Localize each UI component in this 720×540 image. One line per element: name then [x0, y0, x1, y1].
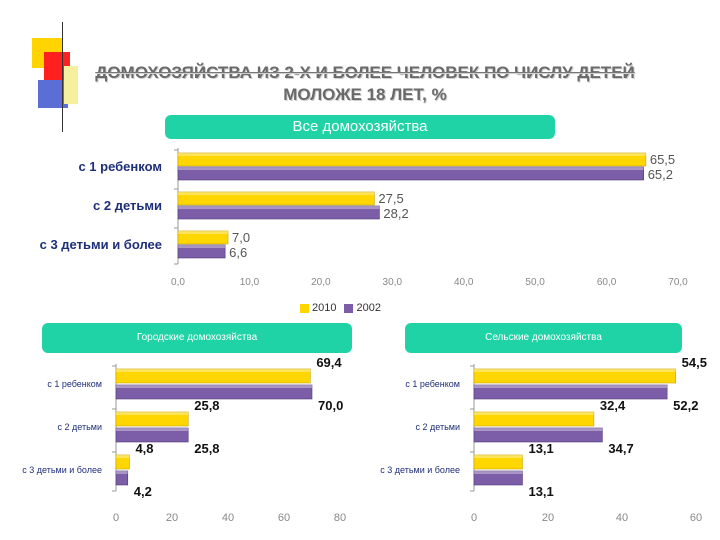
deco-vertical-line — [62, 22, 63, 132]
page-title: ДОМОХОЗЯЙСТВА ИЗ 2-Х И БОЛЕЕ ЧЕЛОВЕК ПО … — [30, 62, 700, 106]
banner-urban-households: Городские домохозяйства — [42, 323, 352, 353]
deco-blue-square — [38, 80, 68, 108]
chart-2-bar-2002-с-2-детьми — [473, 427, 603, 443]
chart-1-bar-2010-с-1-ребенком — [115, 368, 311, 384]
chart-0-x-tick-label: 20,0 — [311, 277, 331, 288]
title-line-2: МОЛОЖЕ 18 ЛЕТ, % — [283, 85, 447, 104]
chart-0-bar-highlight — [178, 153, 646, 156]
chart-0-bar-2002-с-2-детьми — [177, 205, 380, 220]
chart-1-bar-highlight — [116, 428, 189, 431]
chart-0-category-label: с 2 детьми — [93, 198, 162, 213]
chart-2-bar-highlight — [474, 428, 603, 431]
chart-2-value-label-2010-с-2-детьми: 32,4 — [600, 398, 626, 413]
chart-0-bar-2010-с-2-детьми — [177, 191, 375, 206]
chart-1-bar-highlight — [116, 455, 130, 458]
chart-0-bar-highlight — [178, 192, 375, 195]
chart-1-bar-2002-с-1-ребенком — [115, 384, 313, 400]
chart-2-value-label-2010-с-3-детьми-и-более: 13,1 — [528, 441, 553, 456]
chart-1-value-label-2002-с-3-детьми-и-более: 4,2 — [134, 484, 152, 499]
chart-0-bar-2010-с-1-ребенком — [177, 152, 647, 167]
chart-1-value-label-2010-с-3-детьми-и-более: 4,8 — [135, 441, 153, 456]
chart-1-bar-highlight — [116, 412, 189, 415]
chart-0-x-tick-label: 60,0 — [597, 277, 617, 288]
chart-1-bar-highlight — [116, 471, 128, 474]
chart-0-x-tick-label: 10,0 — [240, 277, 260, 288]
chart-0-category-label: с 3 детьми и более — [40, 237, 162, 252]
chart-1-value-label-2010-с-2-детьми: 25,8 — [194, 398, 219, 413]
legend-item-2010: 2010 — [300, 302, 336, 314]
chart-0-x-tick-label: 30,0 — [383, 277, 403, 288]
chart-0-value-label-2010-с-3-детьми-и-более: 7,0 — [232, 230, 250, 245]
chart-0-x-tick-label: 50,0 — [525, 277, 545, 288]
chart-2-value-label-2002-с-2-детьми: 34,7 — [608, 441, 633, 456]
chart-1-value-label-2010-с-1-ребенком: 69,4 — [316, 355, 342, 370]
chart-0-x-tick-label: 40,0 — [454, 277, 474, 288]
chart-0-bar-highlight — [178, 245, 226, 248]
chart-0-bar-2010-с-3-детьми-и-более — [177, 230, 229, 245]
legend-label-2002: 2002 — [356, 302, 381, 314]
chart-1-bar-highlight — [116, 385, 312, 388]
chart-legend: 2010 2002 — [300, 300, 389, 316]
chart-2-category-label: с 3 детьми и более — [380, 465, 460, 475]
chart-1-x-tick-label: 40 — [222, 512, 234, 524]
chart-2-bar-2010-с-2-детьми — [473, 411, 595, 427]
legend-item-2002: 2002 — [344, 302, 381, 314]
chart-2-bar-2002-с-3-детьми-и-более — [473, 470, 523, 486]
chart-2-bar-highlight — [474, 412, 594, 415]
chart-2-bar-highlight — [474, 369, 676, 372]
chart-1-bar-2010-с-3-детьми-и-более — [115, 454, 130, 470]
chart-1-x-tick-label: 60 — [278, 512, 290, 524]
chart-1-x-tick-label: 20 — [166, 512, 178, 524]
chart-2-x-tick-label: 40 — [616, 512, 628, 524]
chart-0-x-tick-label: 70,0 — [668, 277, 688, 288]
chart-2-value-label-2010-с-1-ребенком: 54,5 — [682, 355, 707, 370]
chart-0-value-label-2010-с-1-ребенком: 65,5 — [650, 152, 675, 167]
chart-0-bar-highlight — [178, 206, 380, 209]
chart-2-bar-2010-с-1-ребенком — [473, 368, 676, 384]
chart-0-bar-2002-с-3-детьми-и-более — [177, 244, 226, 259]
chart-0-value-label-2002-с-2-детьми: 28,2 — [383, 206, 408, 221]
banner-rural-households: Сельские домохозяйства — [405, 323, 682, 353]
chart-0-value-label-2002-с-3-детьми-и-более: 6,6 — [229, 245, 247, 260]
chart-1-bar-highlight — [116, 369, 311, 372]
chart-2-value-label-2002-с-1-ребенком: 52,2 — [673, 398, 698, 413]
chart-1-x-tick-label: 80 — [334, 512, 346, 524]
legend-label-2010: 2010 — [312, 302, 337, 314]
chart-1-category-label: с 3 детьми и более — [22, 465, 102, 475]
chart-1-bar-2010-с-2-детьми — [115, 411, 189, 427]
chart-0-bar-highlight — [178, 231, 228, 234]
chart-2-bar-2010-с-3-детьми-и-более — [473, 454, 523, 470]
chart-2-value-label-2002-с-3-детьми-и-более: 13,1 — [528, 484, 553, 499]
chart-0-x-tick-label: 0,0 — [171, 277, 185, 288]
chart-1-category-label: с 1 ребенком — [47, 379, 102, 389]
chart-1-value-label-2002-с-2-детьми: 25,8 — [194, 441, 219, 456]
chart-0-category-label: с 1 ребенком — [78, 159, 162, 174]
chart-1-bar-2002-с-3-детьми-и-более — [115, 470, 129, 486]
chart-1-category-label: с 2 детьми — [58, 422, 103, 432]
chart-1-x-tick-label: 0 — [113, 512, 119, 524]
chart-2-category-label: с 2 детьми — [416, 422, 461, 432]
chart-2-bar-2002-с-1-ребенком — [473, 384, 668, 400]
chart-1-value-label-2002-с-1-ребенком: 70,0 — [318, 398, 343, 413]
chart-1-bar-2002-с-2-детьми — [115, 427, 189, 443]
chart-2-x-tick-label: 0 — [471, 512, 477, 524]
chart-2-bar-highlight — [474, 471, 523, 474]
chart-2-x-tick-label: 60 — [690, 512, 702, 524]
legend-swatch-2002 — [344, 303, 354, 313]
chart-2-x-tick-label: 20 — [542, 512, 554, 524]
chart-0-value-label-2010-с-2-детьми: 27,5 — [378, 191, 403, 206]
deco-light-yellow-square — [64, 66, 78, 104]
chart-2-bar-highlight — [474, 385, 668, 388]
chart-2-bar-highlight — [474, 455, 523, 458]
title-line-1: ДОМОХОЗЯЙСТВА ИЗ 2-Х И БОЛЕЕ ЧЕЛОВЕК ПО … — [95, 63, 635, 82]
legend-swatch-2010 — [300, 303, 309, 313]
chart-2-category-label: с 1 ребенком — [405, 379, 460, 389]
chart-0-bar-highlight — [178, 167, 644, 170]
banner-all-households: Все домохозяйства — [165, 115, 555, 139]
chart-0-bar-2002-с-1-ребенком — [177, 166, 645, 181]
chart-0-value-label-2002-с-1-ребенком: 65,2 — [648, 167, 673, 182]
